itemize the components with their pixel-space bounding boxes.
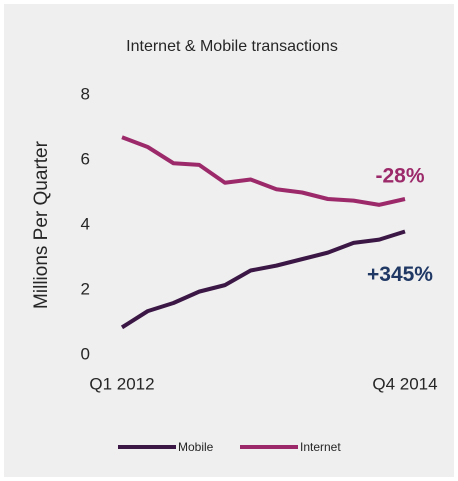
- data-line: [120, 229, 406, 330]
- chart-title: Internet & Mobile transactions: [126, 38, 338, 55]
- series-annotation: +345%: [367, 263, 433, 286]
- legend-label: Internet: [300, 440, 341, 454]
- y-axis-label: Millions Per Quarter: [31, 140, 52, 309]
- y-tick-label: 6: [81, 149, 90, 168]
- legend-label: Mobile: [178, 440, 214, 454]
- y-tick-label: 2: [81, 279, 90, 298]
- y-tick-label: 8: [81, 84, 90, 103]
- x-tick-label: Q1 2012: [89, 374, 154, 393]
- series-annotation: -28%: [375, 165, 424, 188]
- chart-background: [4, 4, 454, 477]
- y-tick-label: 0: [81, 344, 90, 363]
- y-tick-label: 4: [81, 214, 90, 233]
- x-tick-label: Q4 2014: [372, 374, 437, 393]
- data-line: [121, 135, 406, 207]
